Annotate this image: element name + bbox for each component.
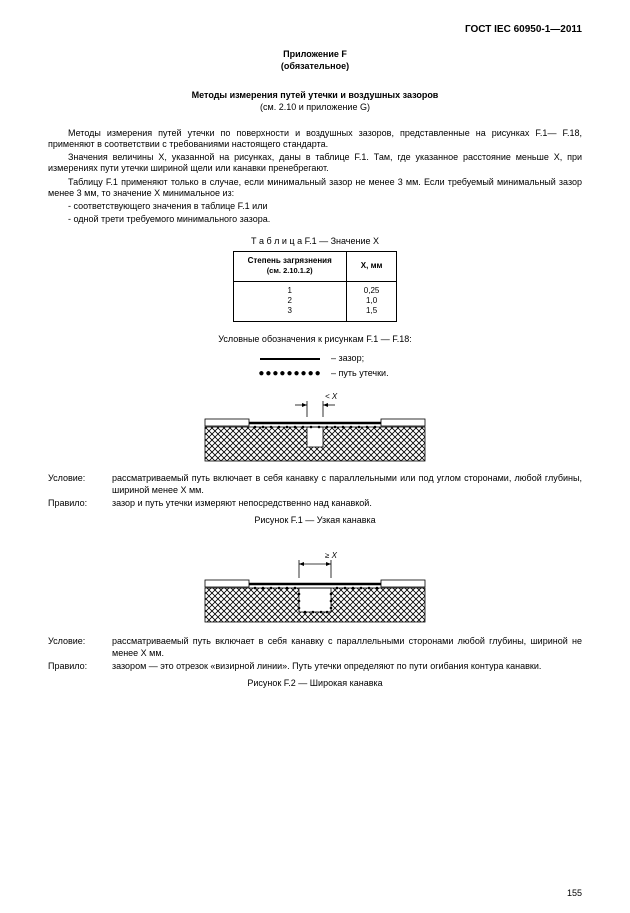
fig2-caption: Рисунок F.2 — Широкая канавка [48, 678, 582, 689]
fig1-caption: Рисунок F.1 — Узкая канавка [48, 515, 582, 526]
fig1-annotation: < X [325, 392, 338, 401]
fig2-rule: Правило: зазором — это отрезок «визирной… [48, 661, 582, 672]
paragraph-1: Методы измерения путей утечки по поверхн… [48, 128, 582, 151]
bullet-1: - соответствующего значения в таблице F.… [68, 201, 582, 212]
table-f1: Степень загрязнения (см. 2.10.1.2) X, мм… [233, 251, 398, 322]
fig2-annotation: ≥ X [325, 551, 338, 560]
table-val: 0,25 [364, 286, 380, 295]
legend-title: Условные обозначения к рисункам F.1 — F.… [48, 334, 582, 345]
table-header-2: X, мм [346, 251, 397, 281]
figure-f1-svg: < X [185, 389, 445, 467]
legend: – зазор; ●●●●●●●●● – путь утечки. [195, 353, 435, 380]
section-title: Методы измерения путей утечки и воздушны… [48, 90, 582, 101]
paragraph-3: Таблицу F.1 применяют только в случае, е… [48, 177, 582, 200]
table-val: 1,0 [366, 296, 377, 305]
table-val: 2 [287, 296, 291, 305]
legend-row-gap: – зазор; [255, 353, 435, 364]
legend-label-creep: – путь утечки. [331, 368, 389, 379]
figure-f2: ≥ X [175, 548, 455, 630]
table-header-1-line2: (см. 2.10.1.2) [267, 266, 313, 275]
table-cell: 0,25 1,0 1,5 [346, 281, 397, 321]
section-subtitle: (см. 2.10 и приложение G) [48, 102, 582, 113]
table-caption: Т а б л и ц а F.1 — Значение X [48, 236, 582, 247]
page-number: 155 [567, 888, 582, 899]
table-val: 1,5 [366, 306, 377, 315]
figure-f1: < X [175, 389, 455, 467]
paragraph-2: Значения величины X, указанной на рисунк… [48, 152, 582, 175]
fig1-rule: Правило: зазор и путь утечки измеряют не… [48, 498, 582, 509]
appendix-title: Приложение F [48, 49, 582, 60]
legend-row-creep: ●●●●●●●●● – путь утечки. [255, 368, 435, 379]
bullet-2: - одной трети требуемого минимального за… [68, 214, 582, 225]
table-cell: 1 2 3 [233, 281, 346, 321]
appendix-subtitle: (обязательное) [48, 61, 582, 72]
table-header-1-line1: Степень загрязнения [248, 256, 332, 265]
condition-text: рассматриваемый путь включает в себя кан… [112, 636, 582, 659]
rule-label: Правило: [48, 498, 112, 509]
rule-text: зазором — это отрезок «визирной линии». … [112, 661, 582, 672]
table-header-1: Степень загрязнения (см. 2.10.1.2) [233, 251, 346, 281]
legend-label-gap: – зазор; [331, 353, 364, 364]
table-val: 1 [287, 286, 291, 295]
figure-f2-svg: ≥ X [185, 548, 445, 630]
condition-label: Условие: [48, 473, 112, 496]
condition-text: рассматриваемый путь включает в себя кан… [112, 473, 582, 496]
fig1-condition: Условие: рассматриваемый путь включает в… [48, 473, 582, 496]
solid-line-icon [255, 353, 325, 364]
standard-header: ГОСТ IEC 60950-1—2011 [48, 24, 582, 37]
condition-label: Условие: [48, 636, 112, 659]
page: ГОСТ IEC 60950-1—2011 Приложение F (обяз… [0, 0, 630, 913]
table-val: 3 [287, 306, 291, 315]
fig2-condition: Условие: рассматриваемый путь включает в… [48, 636, 582, 659]
rule-text: зазор и путь утечки измеряют непосредств… [112, 498, 582, 509]
rule-label: Правило: [48, 661, 112, 672]
